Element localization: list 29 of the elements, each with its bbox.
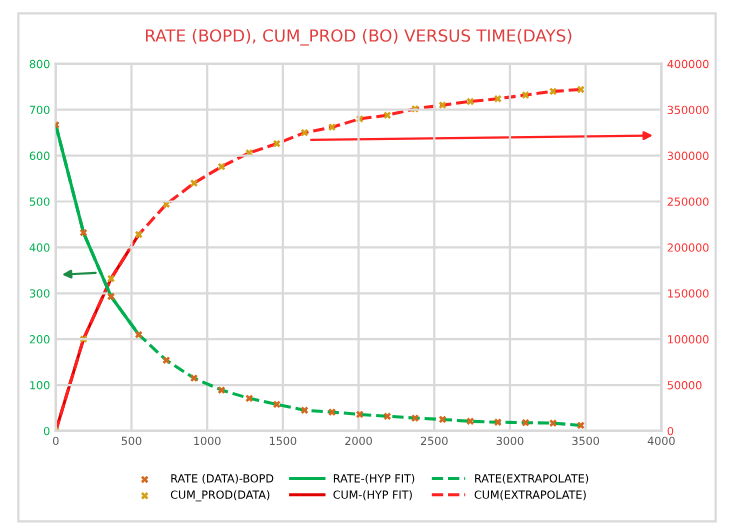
point (549, 419, 557, 427)
point (135, 230, 143, 239)
point (273, 140, 281, 148)
point (245, 394, 253, 403)
point (273, 400, 281, 408)
point (107, 274, 115, 283)
point (300, 406, 309, 414)
point (217, 162, 226, 171)
point (438, 101, 447, 109)
point (162, 356, 170, 364)
chart-title: RATE (BOPD), CUM_PROD (BO) VERSUS TIME(DAYS) (146, 28, 572, 46)
point (521, 418, 530, 427)
point (466, 97, 474, 106)
point (217, 386, 226, 394)
point (328, 123, 336, 131)
point (494, 95, 502, 103)
point (79, 229, 88, 237)
point (135, 330, 143, 339)
point (356, 410, 364, 419)
point (577, 421, 585, 430)
point (521, 91, 530, 99)
point (383, 111, 391, 119)
point (577, 85, 585, 94)
point (300, 128, 309, 137)
point (107, 292, 115, 301)
point (383, 412, 391, 420)
point (549, 87, 557, 96)
point (466, 417, 474, 425)
point (494, 418, 502, 426)
